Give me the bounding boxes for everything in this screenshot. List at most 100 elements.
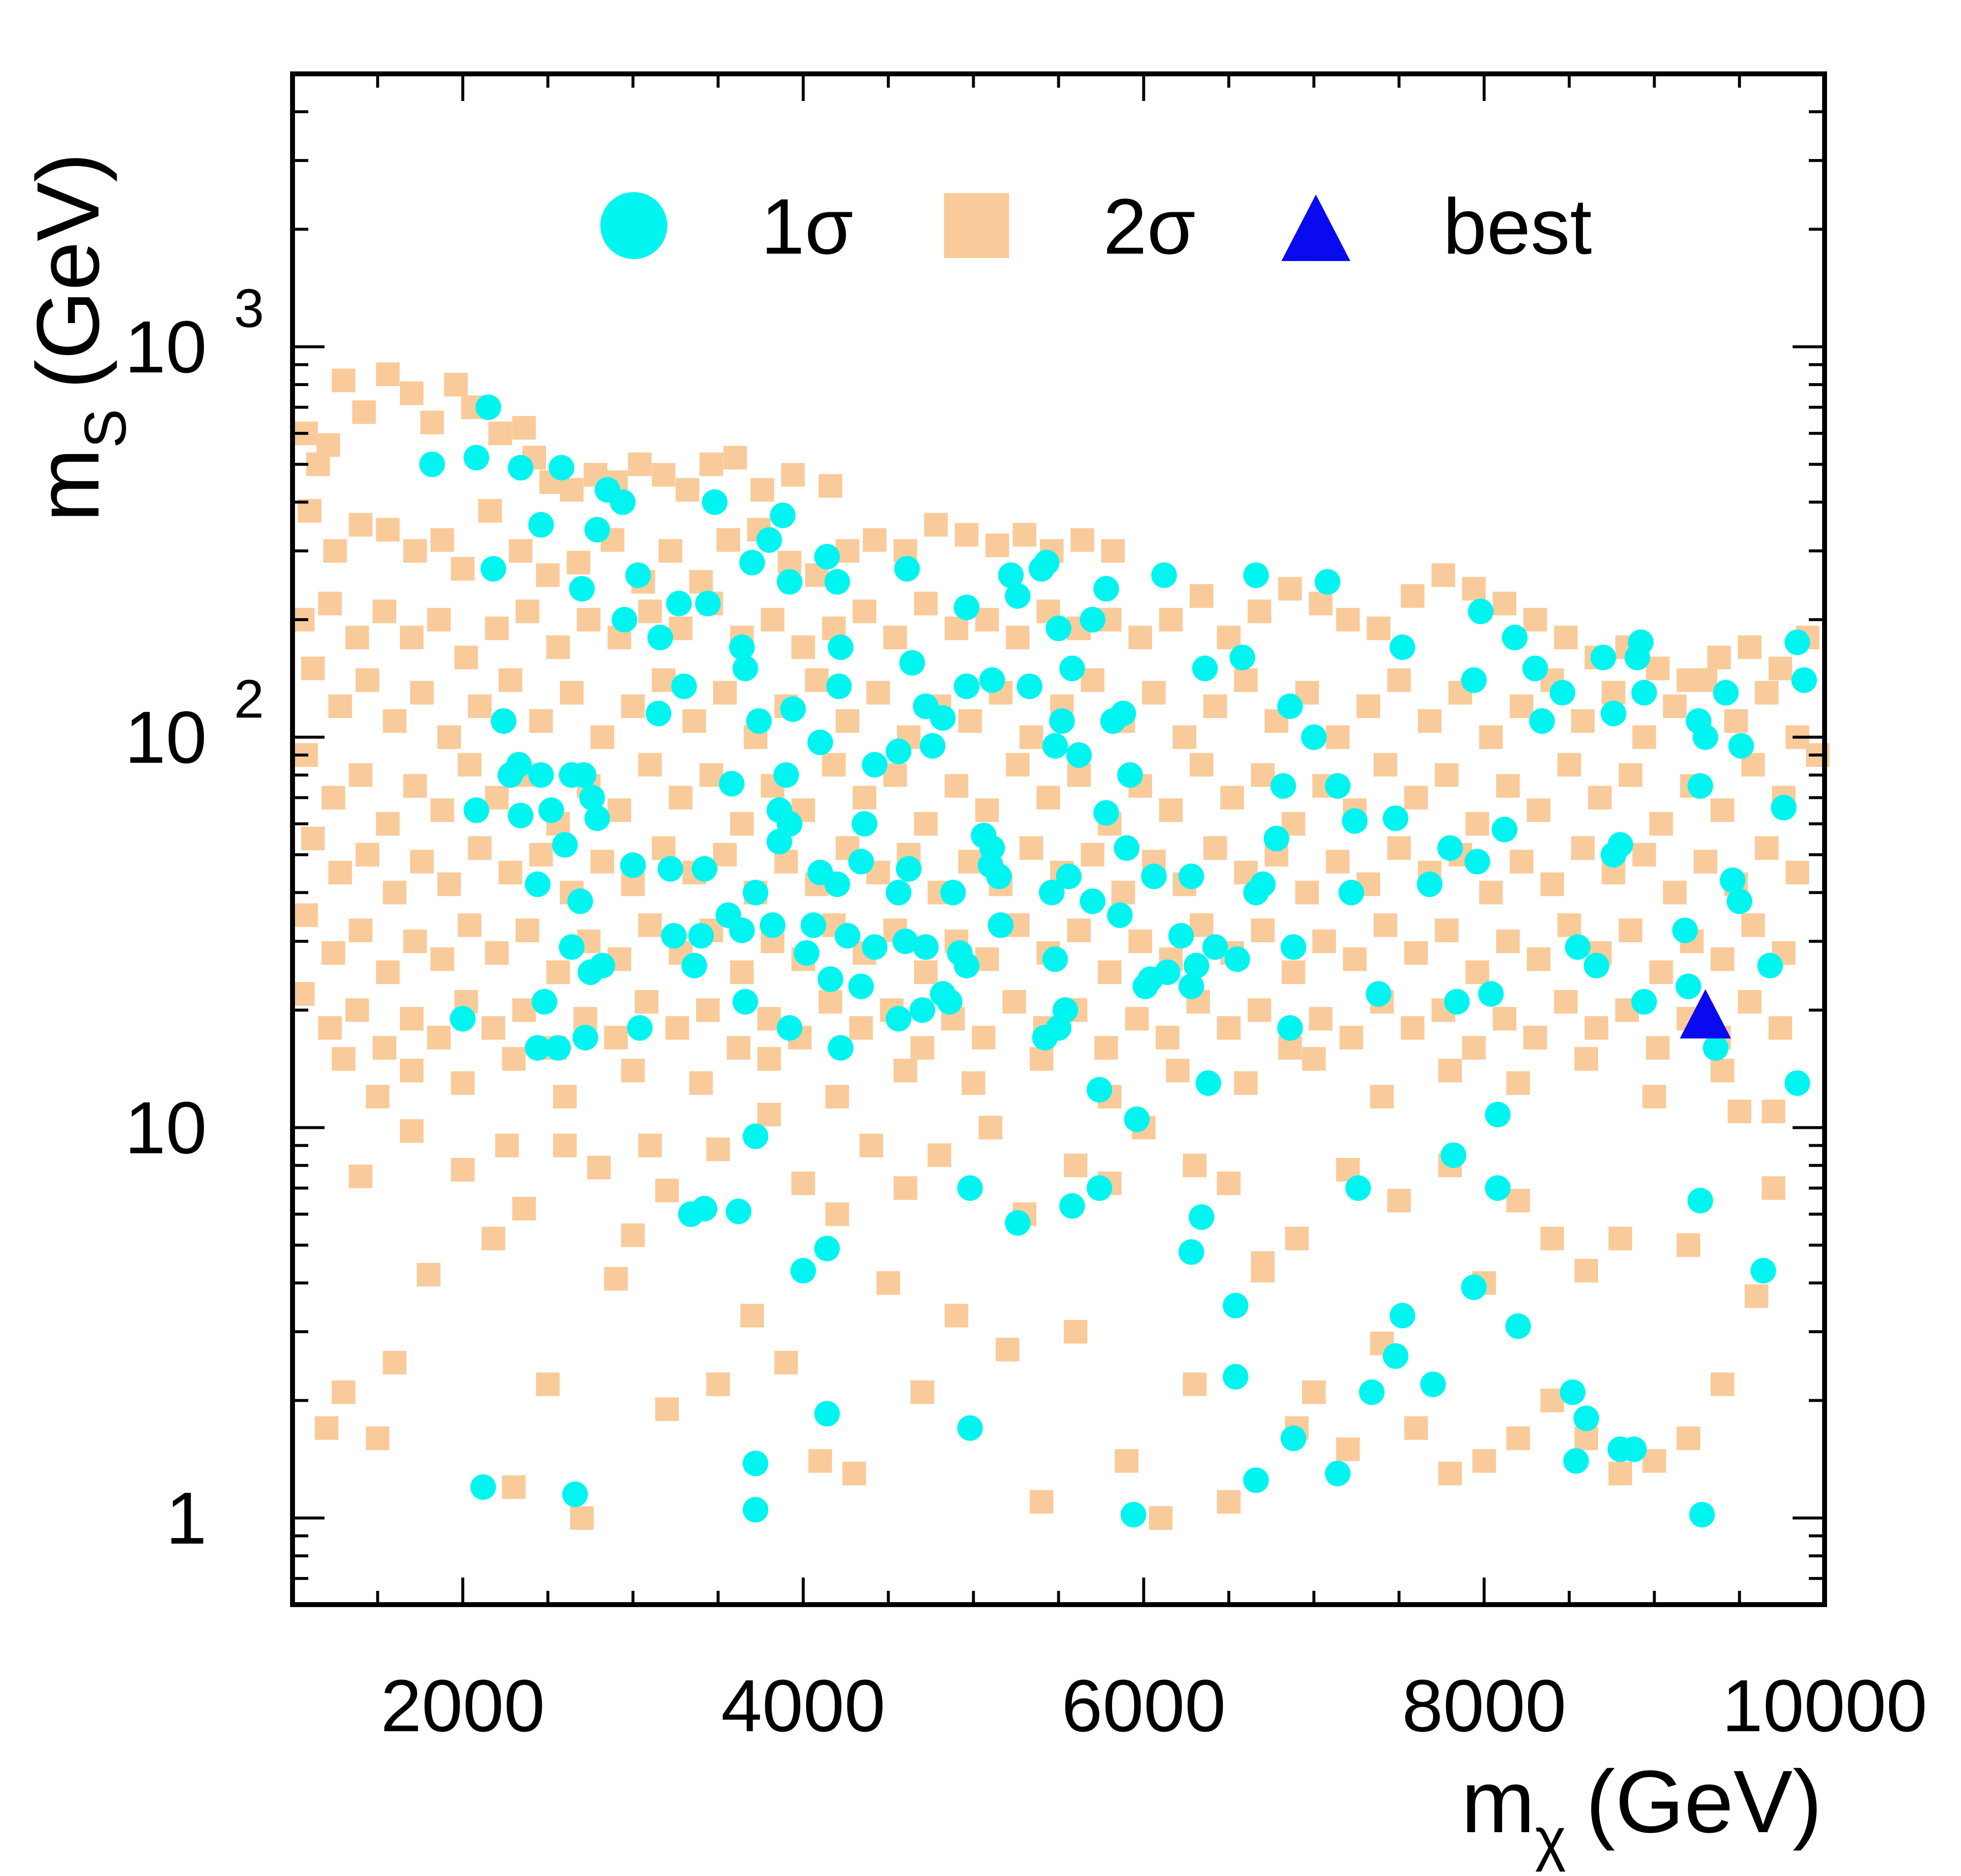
point-square-0-31 [451, 557, 475, 581]
point-square-0-318 [634, 990, 658, 1014]
point-circle-1-74 [1628, 629, 1654, 656]
point-square-0-114 [559, 681, 584, 705]
point-circle-1-126 [896, 856, 922, 882]
point-square-0-61 [485, 616, 509, 640]
point-circle-1-158 [1339, 880, 1365, 906]
point-square-0-354 [1737, 990, 1762, 1014]
point-square-0-208 [356, 843, 380, 867]
point-circle-1-161 [1382, 805, 1408, 831]
point-square-0-415 [1676, 1233, 1700, 1257]
point-square-0-180 [1036, 786, 1060, 810]
point-square-0-113 [529, 709, 553, 733]
point-square-0-414 [1608, 1226, 1633, 1251]
point-square-0-124 [866, 681, 890, 705]
point-circle-1-242 [814, 1401, 840, 1427]
point-square-0-45 [863, 528, 887, 552]
point-square-0-403 [1183, 1153, 1207, 1178]
point-square-0-303 [1710, 947, 1734, 971]
point-square-0-310 [399, 1007, 424, 1031]
point-square-0-385 [512, 1197, 536, 1221]
y-axis-title-main: m [19, 448, 118, 522]
point-circle-1-102 [657, 856, 684, 882]
point-circle-1-63 [1314, 569, 1340, 595]
point-square-0-111 [468, 694, 492, 718]
point-circle-1-212 [1188, 1204, 1214, 1230]
point-circle-1-75 [1631, 680, 1657, 706]
point-square-0-185 [1189, 753, 1213, 777]
point-circle-1-165 [1464, 849, 1490, 875]
x-axis-ticks [291, 74, 1826, 1605]
legend-label-best: best [1443, 182, 1592, 270]
y-axis-title-unit: (GeV) [19, 153, 118, 389]
point-square-0-191 [1373, 753, 1398, 777]
point-square-0-77 [975, 608, 999, 632]
point-square-0-123 [835, 709, 859, 733]
point-square-0-327 [910, 1036, 934, 1060]
point-circle-1-34 [894, 556, 920, 582]
point-square-0-52 [1070, 528, 1094, 552]
point-square-0-156 [321, 786, 345, 810]
point-circle-1-109 [729, 918, 755, 944]
y-axis-title: mS (GeV) [19, 153, 138, 522]
point-circle-1-207 [814, 1236, 840, 1262]
point-circle-1-177 [1757, 953, 1783, 979]
point-circle-1-64 [1325, 773, 1351, 799]
point-square-0-21 [723, 446, 747, 470]
point-square-0-437 [1029, 1490, 1053, 1514]
point-circle-1-67 [1468, 598, 1494, 625]
point-square-0-200 [1649, 812, 1673, 836]
point-square-0-424 [536, 1372, 560, 1396]
point-circle-1-180 [524, 1035, 551, 1061]
point-square-0-325 [849, 1016, 873, 1040]
point-circle-1-133 [979, 835, 1005, 861]
point-circle-1-65 [1389, 634, 1415, 660]
point-square-0-167 [638, 753, 662, 777]
point-square-0-173 [822, 753, 846, 777]
point-circle-1-30 [828, 634, 854, 660]
point-circle-1-187 [817, 966, 844, 992]
point-circle-1-38 [930, 705, 956, 731]
point-circle-1-137 [1039, 880, 1065, 906]
point-circle-1-119 [824, 871, 850, 897]
point-circle-1-239 [957, 1415, 983, 1441]
point-square-0-387 [587, 1155, 611, 1180]
point-circle-1-8 [584, 517, 610, 543]
point-square-0-209 [383, 881, 407, 905]
point-circle-1-232 [1359, 1379, 1385, 1405]
point-circle-1-103 [691, 856, 718, 882]
point-square-0-374 [1438, 1058, 1462, 1083]
point-square-0-404 [1217, 1171, 1241, 1195]
point-circle-1-5 [528, 512, 554, 538]
point-circle-1-117 [800, 912, 826, 938]
point-circle-1-85 [490, 708, 517, 734]
point-square-0-261 [430, 947, 455, 971]
point-circle-1-205 [725, 1198, 752, 1224]
point-square-0-396 [893, 1176, 917, 1200]
point-circle-1-214 [1222, 1292, 1248, 1318]
point-circle-1-143 [1107, 902, 1133, 928]
point-circle-1-106 [681, 953, 707, 979]
point-square-0-66 [638, 599, 662, 624]
point-square-0-366 [893, 1058, 917, 1083]
point-square-0-304 [1741, 913, 1765, 937]
point-square-0-112 [498, 668, 523, 692]
point-square-0-6 [399, 381, 424, 405]
point-square-0-291 [1342, 947, 1367, 971]
point-square-0-420 [365, 1426, 390, 1450]
point-circle-1-31 [826, 673, 852, 699]
x-axis-title-main: m [1461, 1752, 1535, 1851]
point-circle-1-194 [1052, 997, 1079, 1023]
point-square-0-178 [975, 798, 999, 823]
point-square-0-383 [481, 1226, 505, 1251]
point-square-0-39 [689, 570, 713, 594]
point-square-0-239 [1295, 881, 1319, 905]
point-circle-1-2 [475, 394, 501, 420]
point-square-0-362 [621, 1058, 645, 1083]
point-circle-1-98 [558, 934, 585, 960]
point-circle-1-172 [1631, 989, 1657, 1015]
point-square-0-62 [516, 599, 540, 624]
point-square-0-373 [1370, 1085, 1394, 1109]
point-square-0-365 [825, 1085, 850, 1109]
point-circle-1-47 [1042, 733, 1068, 759]
point-circle-1-76 [1601, 700, 1627, 726]
